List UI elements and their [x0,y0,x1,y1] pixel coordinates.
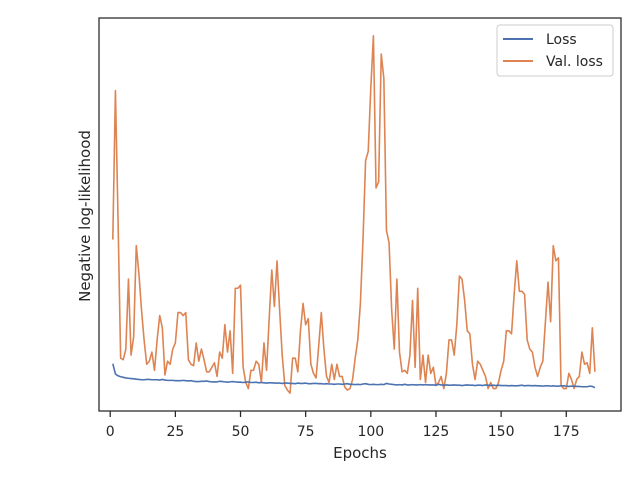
legend-label-val-loss: Val. loss [546,54,603,70]
x-tick-label: 25 [166,424,184,440]
x-tick-label: 175 [553,424,580,440]
legend-box [496,24,614,77]
series-layer [112,35,596,394]
legend-label-loss: Loss [546,32,577,48]
series-line-val-loss [112,35,596,394]
y-axis-title: Negative log-likelihood [76,130,94,302]
x-tick-label: 125 [423,424,450,440]
plot-area: 0 25 50 75 100 125 150 175 [98,17,622,440]
x-axis-title: Epochs [333,444,387,462]
x-tick-label: 75 [297,424,315,440]
x-tick-label: 100 [357,424,384,440]
x-tick-label: 150 [488,424,515,440]
series-line-loss [112,363,596,389]
axes-frame [98,17,622,412]
legend: Loss Val. loss [496,24,614,77]
x-tick-label: 0 [106,424,115,440]
x-axis-ticks: 0 25 50 75 100 125 150 175 [106,411,580,440]
x-tick-label: 50 [232,424,250,440]
